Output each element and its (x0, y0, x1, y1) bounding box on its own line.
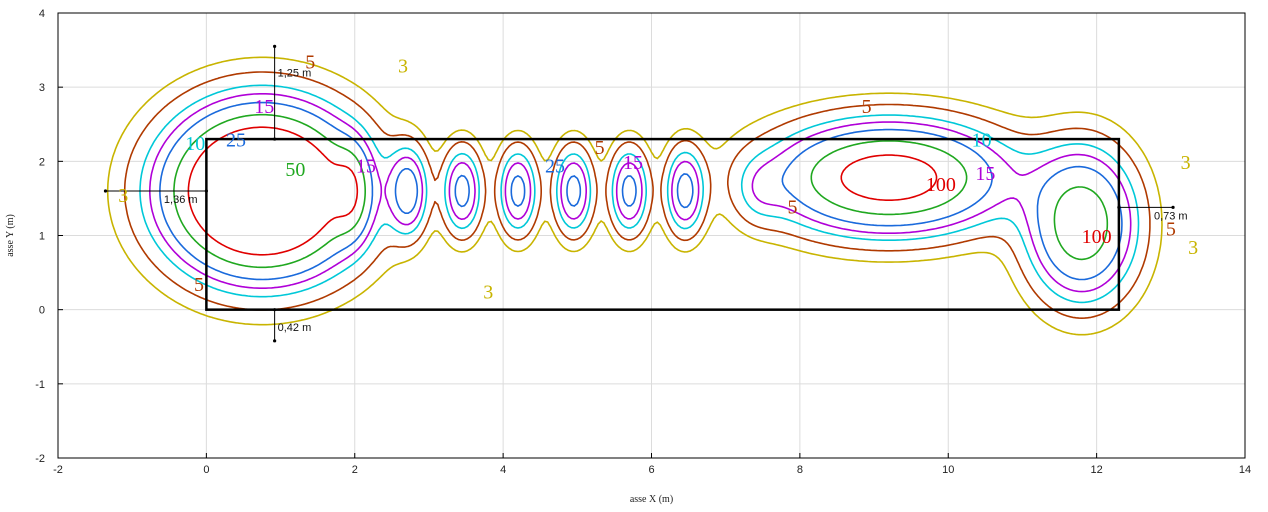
contour-label: 25 (226, 130, 246, 152)
contour-label: 3 (118, 185, 128, 207)
y-tick-label: -2 (35, 453, 45, 465)
contour-level-15 (149, 93, 1132, 293)
contour-label: 5 (1166, 219, 1176, 241)
contour-label: 5 (787, 196, 797, 218)
contour-label: 10 (972, 130, 992, 152)
contour-label: 15 (623, 152, 643, 174)
dimension-end-point (273, 308, 277, 312)
x-tick-label: -2 (53, 464, 63, 476)
x-tick-label: 12 (1091, 464, 1103, 476)
y-tick-label: 0 (39, 305, 45, 317)
y-tick-label: 1 (39, 231, 45, 243)
contour-label: 15 (356, 155, 376, 177)
dimension-label: 1,36 m (164, 194, 198, 206)
contour-label: 3 (1181, 152, 1191, 174)
dimension-label: 0,73 m (1154, 210, 1188, 222)
contour-label: 25 (545, 155, 565, 177)
x-tick-labels: -2 0 2 4 6 8 10 12 14 (53, 464, 1251, 476)
y-tick-labels: -2 -1 0 1 2 3 4 (35, 8, 45, 465)
dimension-label: 1,25 m (278, 67, 312, 79)
contour-level-50 (173, 113, 1109, 269)
dimension-end-point (273, 339, 277, 343)
contour-label: 5 (194, 274, 204, 296)
contour-label: 5 (595, 137, 605, 159)
y-tick-label: -1 (35, 379, 45, 391)
contour-lines (106, 56, 1163, 336)
dimension-end-point (204, 189, 208, 193)
y-tick-label: 2 (39, 156, 45, 168)
x-tick-label: 8 (797, 464, 803, 476)
room-rectangle (205, 137, 1121, 311)
contour-level-10 (139, 84, 1140, 304)
contour-label: 3 (398, 55, 408, 77)
contour-label: 10 (185, 133, 205, 155)
contour-label: 5 (862, 96, 872, 118)
dimension-end-point (103, 189, 108, 193)
contour-label: 100 (1082, 226, 1112, 248)
x-tick-label: 14 (1239, 464, 1251, 476)
y-tick-label: 4 (39, 8, 45, 20)
contour-label: 5 (305, 52, 315, 74)
contour-label: 3 (483, 282, 493, 304)
y-axis-label: asse Y (m) (5, 214, 16, 257)
x-tick-label: 4 (500, 464, 506, 476)
contour-label: 15 (254, 96, 274, 118)
x-tick-label: 0 (203, 464, 209, 476)
dimension-end-point (273, 137, 277, 141)
contour-label: 3 (1188, 237, 1198, 259)
x-axis-label: asse X (m) (630, 494, 673, 505)
dimension-end-point (1171, 205, 1175, 209)
dimension-end-point (1117, 205, 1121, 209)
dimension-end-point (273, 44, 277, 48)
contour-level-100 (187, 126, 938, 256)
contour-level-25 (159, 101, 1123, 281)
x-tick-label: 10 (942, 464, 954, 476)
x-tick-label: 6 (648, 464, 654, 476)
contour-label: 15 (975, 163, 995, 185)
dimension-label: 0,42 m (278, 322, 312, 334)
contour-label: 100 (926, 174, 956, 196)
y-tick-label: 3 (39, 82, 45, 94)
x-tick-label: 2 (352, 464, 358, 476)
contour-label: 50 (285, 159, 305, 181)
dimension-markers: 1,25 m 0,42 m 1,36 m 0,73 m (103, 44, 1188, 343)
grid (57, 12, 1246, 459)
plot-frame (57, 12, 1246, 459)
